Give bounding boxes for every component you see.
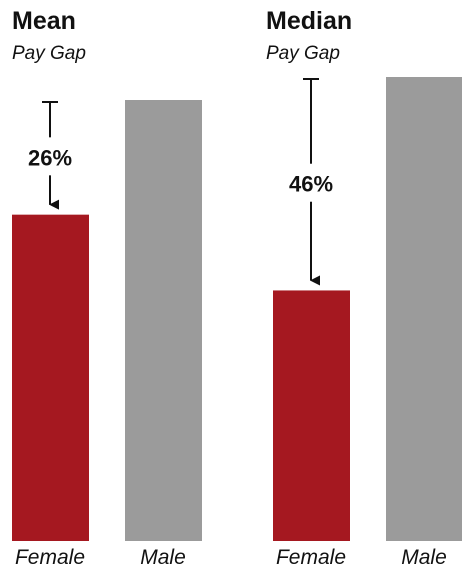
mean-bars <box>12 100 202 541</box>
median-subtitle: Pay Gap <box>266 43 340 64</box>
median-bars <box>273 77 462 541</box>
median-title: Median <box>266 7 352 35</box>
mean-female-label: Female <box>15 546 85 569</box>
mean-bar-female <box>12 214 89 541</box>
mean-male-label: Male <box>140 546 186 569</box>
median-gap-label: 46% <box>289 172 333 197</box>
mean-gap-indicator: 26% <box>28 101 72 210</box>
median-bar-male <box>386 77 462 541</box>
median-gap-indicator: 46% <box>289 78 333 286</box>
median-panel: Median Pay Gap 46% Female Male <box>266 7 462 569</box>
mean-gap-label: 26% <box>28 145 72 170</box>
median-female-label: Female <box>276 546 346 569</box>
median-bar-female <box>273 290 350 541</box>
mean-panel: Mean Pay Gap 26% Female Male <box>12 7 202 569</box>
mean-subtitle: Pay Gap <box>12 43 86 64</box>
mean-title: Mean <box>12 7 76 35</box>
median-male-label: Male <box>401 546 447 569</box>
mean-bar-male <box>125 100 202 541</box>
